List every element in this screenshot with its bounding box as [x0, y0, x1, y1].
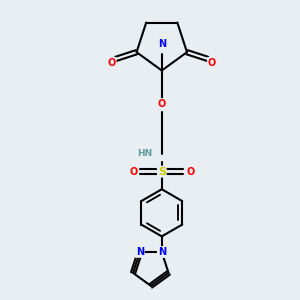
Text: N: N — [158, 39, 166, 49]
Text: O: O — [158, 99, 166, 109]
Text: N: N — [136, 247, 144, 257]
Text: O: O — [129, 167, 137, 177]
Text: O: O — [186, 167, 194, 177]
Text: HN: HN — [137, 149, 152, 158]
Text: N: N — [158, 247, 166, 257]
Text: S: S — [158, 167, 166, 177]
Text: N: N — [158, 247, 166, 257]
Text: O: O — [107, 58, 116, 68]
Text: O: O — [208, 58, 216, 68]
